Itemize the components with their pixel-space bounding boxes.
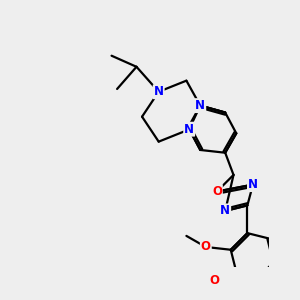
Text: O: O	[212, 185, 222, 198]
Text: N: N	[248, 178, 258, 191]
Text: N: N	[220, 204, 230, 218]
Text: N: N	[195, 99, 205, 112]
Text: O: O	[209, 274, 219, 287]
Text: O: O	[201, 241, 211, 254]
Text: N: N	[184, 123, 194, 136]
Text: N: N	[154, 85, 164, 98]
